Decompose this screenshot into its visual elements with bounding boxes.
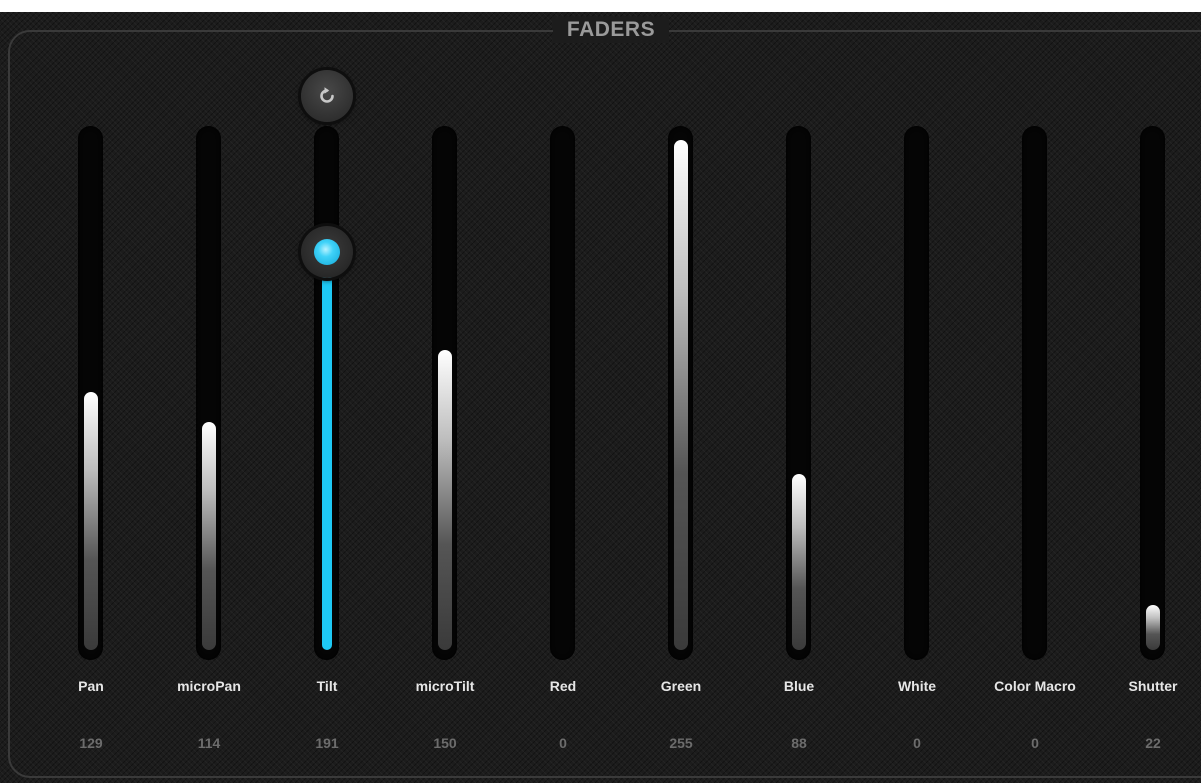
fader-pan[interactable]: Pan 129 (36, 0, 146, 783)
fader-label: Color Macro (994, 678, 1076, 694)
fader-red[interactable]: Red 0 (508, 0, 618, 783)
fader-fill (202, 422, 216, 650)
fader-tilt[interactable]: Tilt 191 (272, 0, 382, 783)
fader-label: Blue (783, 678, 815, 694)
reset-button[interactable] (301, 70, 353, 122)
fader-fill (322, 252, 332, 650)
fader-blue[interactable]: Blue 88 (744, 0, 854, 783)
fader-value: 129 (79, 735, 103, 751)
fader-label: White (897, 678, 937, 694)
fader-color-macro[interactable]: Color Macro 0 (980, 0, 1090, 783)
fader-label: Tilt (316, 678, 338, 694)
fader-value: 191 (315, 735, 339, 751)
fader-shutter[interactable]: Shutter 22 (1098, 0, 1201, 783)
fader-label: Green (660, 678, 702, 694)
fader-fill (1146, 605, 1160, 650)
fader-green[interactable]: Green 255 (626, 0, 736, 783)
fader-white[interactable]: White 0 (862, 0, 972, 783)
fader-value: 0 (1031, 735, 1039, 751)
fader-value: 0 (913, 735, 921, 751)
fader-label: microTilt (415, 678, 475, 694)
fader-value: 22 (1145, 735, 1161, 751)
fader-track[interactable] (1022, 126, 1047, 660)
fader-fill (84, 392, 98, 650)
handle-indicator (314, 239, 340, 265)
fader-fill (792, 474, 806, 650)
fader-track[interactable] (550, 126, 575, 660)
fader-value: 0 (559, 735, 567, 751)
fader-value: 255 (669, 735, 693, 751)
fader-label: Pan (78, 678, 104, 694)
fader-fill (674, 140, 688, 650)
fader-label: microPan (177, 678, 241, 694)
fader-value: 150 (433, 735, 457, 751)
panel-title: FADERS (553, 17, 669, 43)
fader-label: Red (549, 678, 577, 694)
fader-label: Shutter (1128, 678, 1178, 694)
fader-microtilt[interactable]: microTilt 150 (390, 0, 500, 783)
fader-micropan[interactable]: microPan 114 (154, 0, 264, 783)
fader-handle[interactable] (301, 226, 353, 278)
fader-value: 88 (791, 735, 807, 751)
reset-icon (320, 87, 334, 103)
fader-track[interactable] (904, 126, 929, 660)
top-strip (0, 0, 1201, 12)
fader-track[interactable] (1140, 126, 1165, 660)
fader-value: 114 (197, 735, 221, 751)
fader-fill (438, 350, 452, 650)
